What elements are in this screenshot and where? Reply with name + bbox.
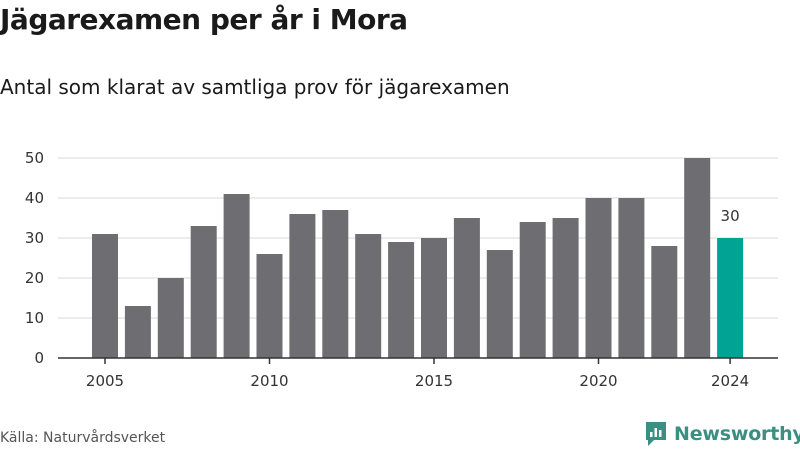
x-tick-label: 2005 — [86, 372, 124, 390]
chart-title: Jägarexamen per år i Mora — [0, 3, 408, 36]
y-tick-label: 30 — [25, 229, 44, 247]
x-tick-label: 2015 — [415, 372, 453, 390]
bar-chart: 0 10 20 30 40 50 30 2005 2010 2015 2020 2024 — [25, 149, 778, 390]
bar — [552, 218, 579, 358]
bar — [322, 210, 349, 358]
x-tick-label: 2010 — [250, 372, 288, 390]
bar — [190, 226, 217, 358]
brand-name: Newsworthy — [674, 423, 800, 445]
bar — [92, 234, 118, 358]
newsworthy-logo-icon — [646, 422, 666, 446]
bar — [684, 158, 711, 358]
y-tick-label: 0 — [34, 349, 44, 367]
bar — [388, 242, 415, 358]
bar — [256, 254, 283, 358]
bar — [618, 198, 645, 358]
bar — [421, 238, 447, 358]
bar — [717, 238, 744, 358]
y-tick-label: 40 — [25, 189, 44, 207]
bar — [355, 234, 382, 358]
y-tick-label: 20 — [25, 269, 44, 287]
bar — [124, 306, 151, 358]
data-label: 30 — [721, 207, 740, 225]
brand-logo: Newsworthy — [644, 420, 800, 448]
source-note: Källa: Naturvårdsverket — [0, 430, 166, 446]
y-tick-label: 10 — [25, 309, 44, 327]
bar — [519, 222, 546, 358]
bar — [651, 246, 678, 358]
bar — [157, 278, 184, 358]
bar — [289, 214, 316, 358]
bar — [223, 194, 250, 358]
chart-subtitle: Antal som klarat av samtliga prov för jä… — [0, 75, 510, 99]
x-tick-label: 2020 — [579, 372, 617, 390]
bar — [486, 250, 513, 358]
bar — [585, 198, 612, 358]
bar — [453, 218, 480, 358]
y-tick-label: 50 — [25, 149, 44, 167]
x-tick-label: 2024 — [711, 372, 749, 390]
